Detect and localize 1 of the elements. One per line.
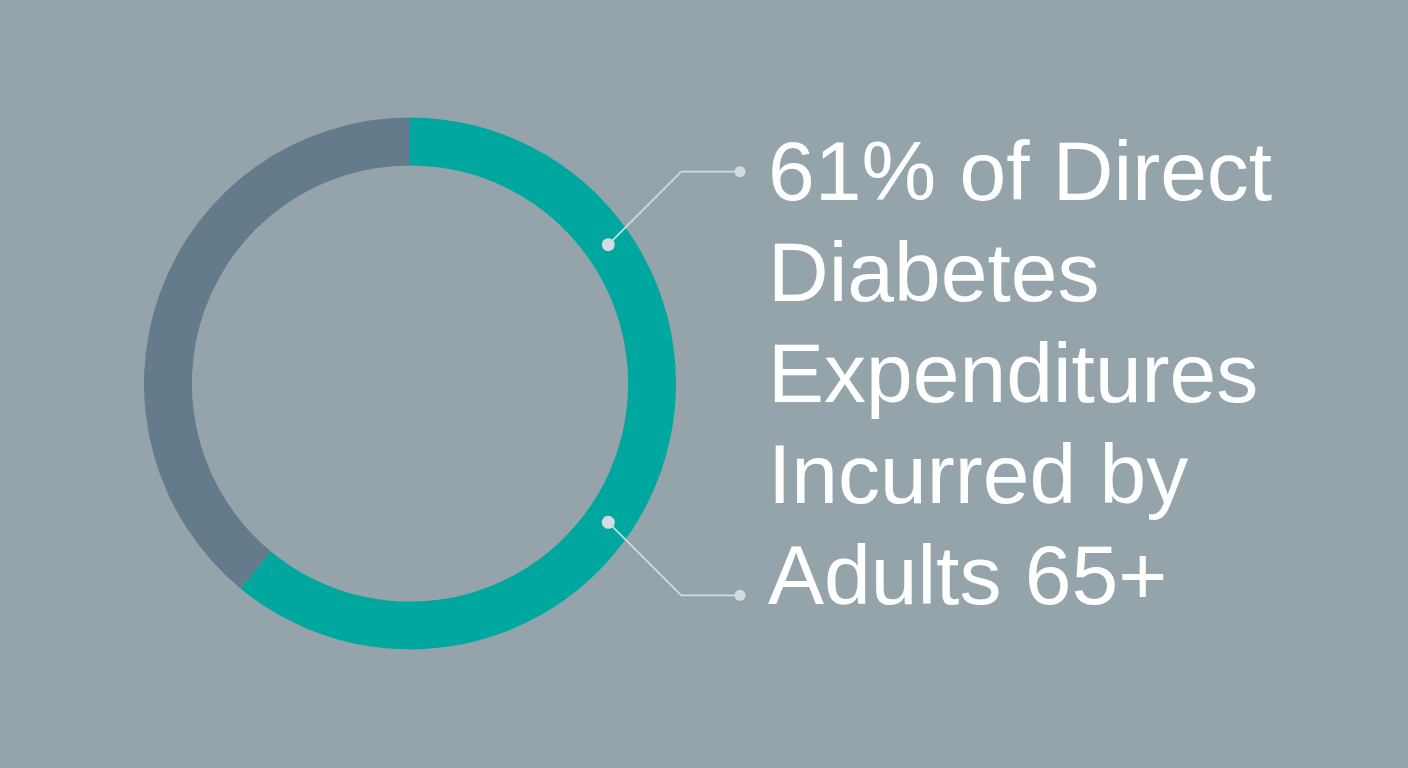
text: 61% of Direct Diabetes Expenditures Incurred by Adults 65+ xyxy=(768,123,1274,624)
